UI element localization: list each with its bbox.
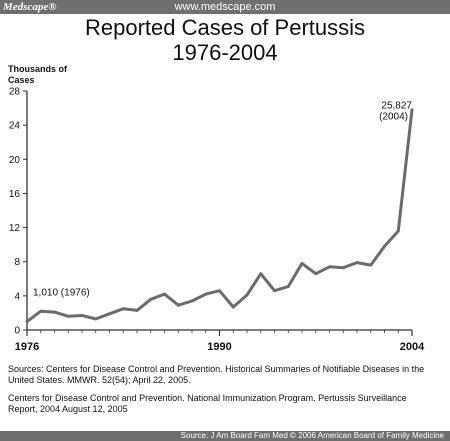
x-tick-label: 1990 — [207, 341, 231, 353]
data-point — [314, 272, 318, 276]
data-point — [383, 244, 386, 248]
data-point — [245, 293, 249, 297]
annotation-2004: 25,827 (2004) — [379, 101, 412, 123]
source-note-2: Centers for Disease Control and Preventi… — [8, 393, 407, 414]
site-url: www.medscape.com — [174, 1, 276, 13]
data-point — [66, 314, 70, 318]
data-point — [328, 265, 331, 269]
data-point — [94, 317, 98, 321]
y-tick-label: 8 — [14, 257, 20, 268]
footer-citation: Source: J Am Board Fam Med © 2006 Americ… — [180, 431, 444, 440]
data-point — [341, 266, 345, 270]
data-point — [176, 303, 180, 307]
data-point — [231, 305, 235, 309]
y-tick-label: 4 — [14, 291, 20, 302]
y-tick-label: 24 — [9, 121, 21, 132]
data-point — [80, 314, 84, 317]
y-tick-label: 12 — [9, 223, 21, 234]
source-note-1: Sources: Centers for Disease Control and… — [8, 364, 425, 385]
annotation-2004-line: (2004) — [379, 112, 408, 123]
data-point — [121, 307, 125, 311]
y-tick-label: 16 — [9, 189, 21, 200]
data-point — [163, 292, 166, 296]
data-point — [259, 272, 263, 276]
data-point — [135, 308, 139, 312]
annotation-1976: 1,010 (1976) — [33, 287, 90, 298]
data-point — [286, 285, 290, 288]
medscape-logo: Medscape® — [3, 1, 57, 13]
data-point — [218, 289, 221, 293]
data-point — [190, 299, 194, 303]
footer-bar: Source: J Am Board Fam Med © 2006 Americ… — [0, 431, 450, 441]
y-tick-label: 0 — [14, 326, 20, 337]
data-point — [25, 320, 29, 323]
data-point — [396, 229, 400, 233]
y-tick-label: 20 — [9, 155, 21, 166]
top-banner: Medscape® www.medscape.com — [0, 0, 450, 14]
data-point — [149, 297, 153, 301]
data-point — [410, 108, 414, 112]
x-tick-label: 1976 — [15, 341, 39, 353]
data-point — [53, 310, 56, 314]
data-point — [300, 262, 304, 265]
y-tick-label: 28 — [9, 87, 21, 98]
data-point — [108, 312, 111, 316]
data-point — [39, 309, 43, 313]
chart-subtitle: 1976-2004 — [172, 40, 278, 65]
chart-title: Reported Cases of Pertussis — [84, 15, 366, 40]
y-axis-label: Thousands of Cases — [8, 64, 67, 85]
annotation-2004-line: 25,827 — [381, 101, 412, 112]
data-point — [273, 289, 276, 293]
data-point — [355, 261, 359, 264]
x-tick-label: 2004 — [400, 341, 425, 353]
data-point — [369, 263, 373, 267]
data-point — [204, 292, 208, 296]
